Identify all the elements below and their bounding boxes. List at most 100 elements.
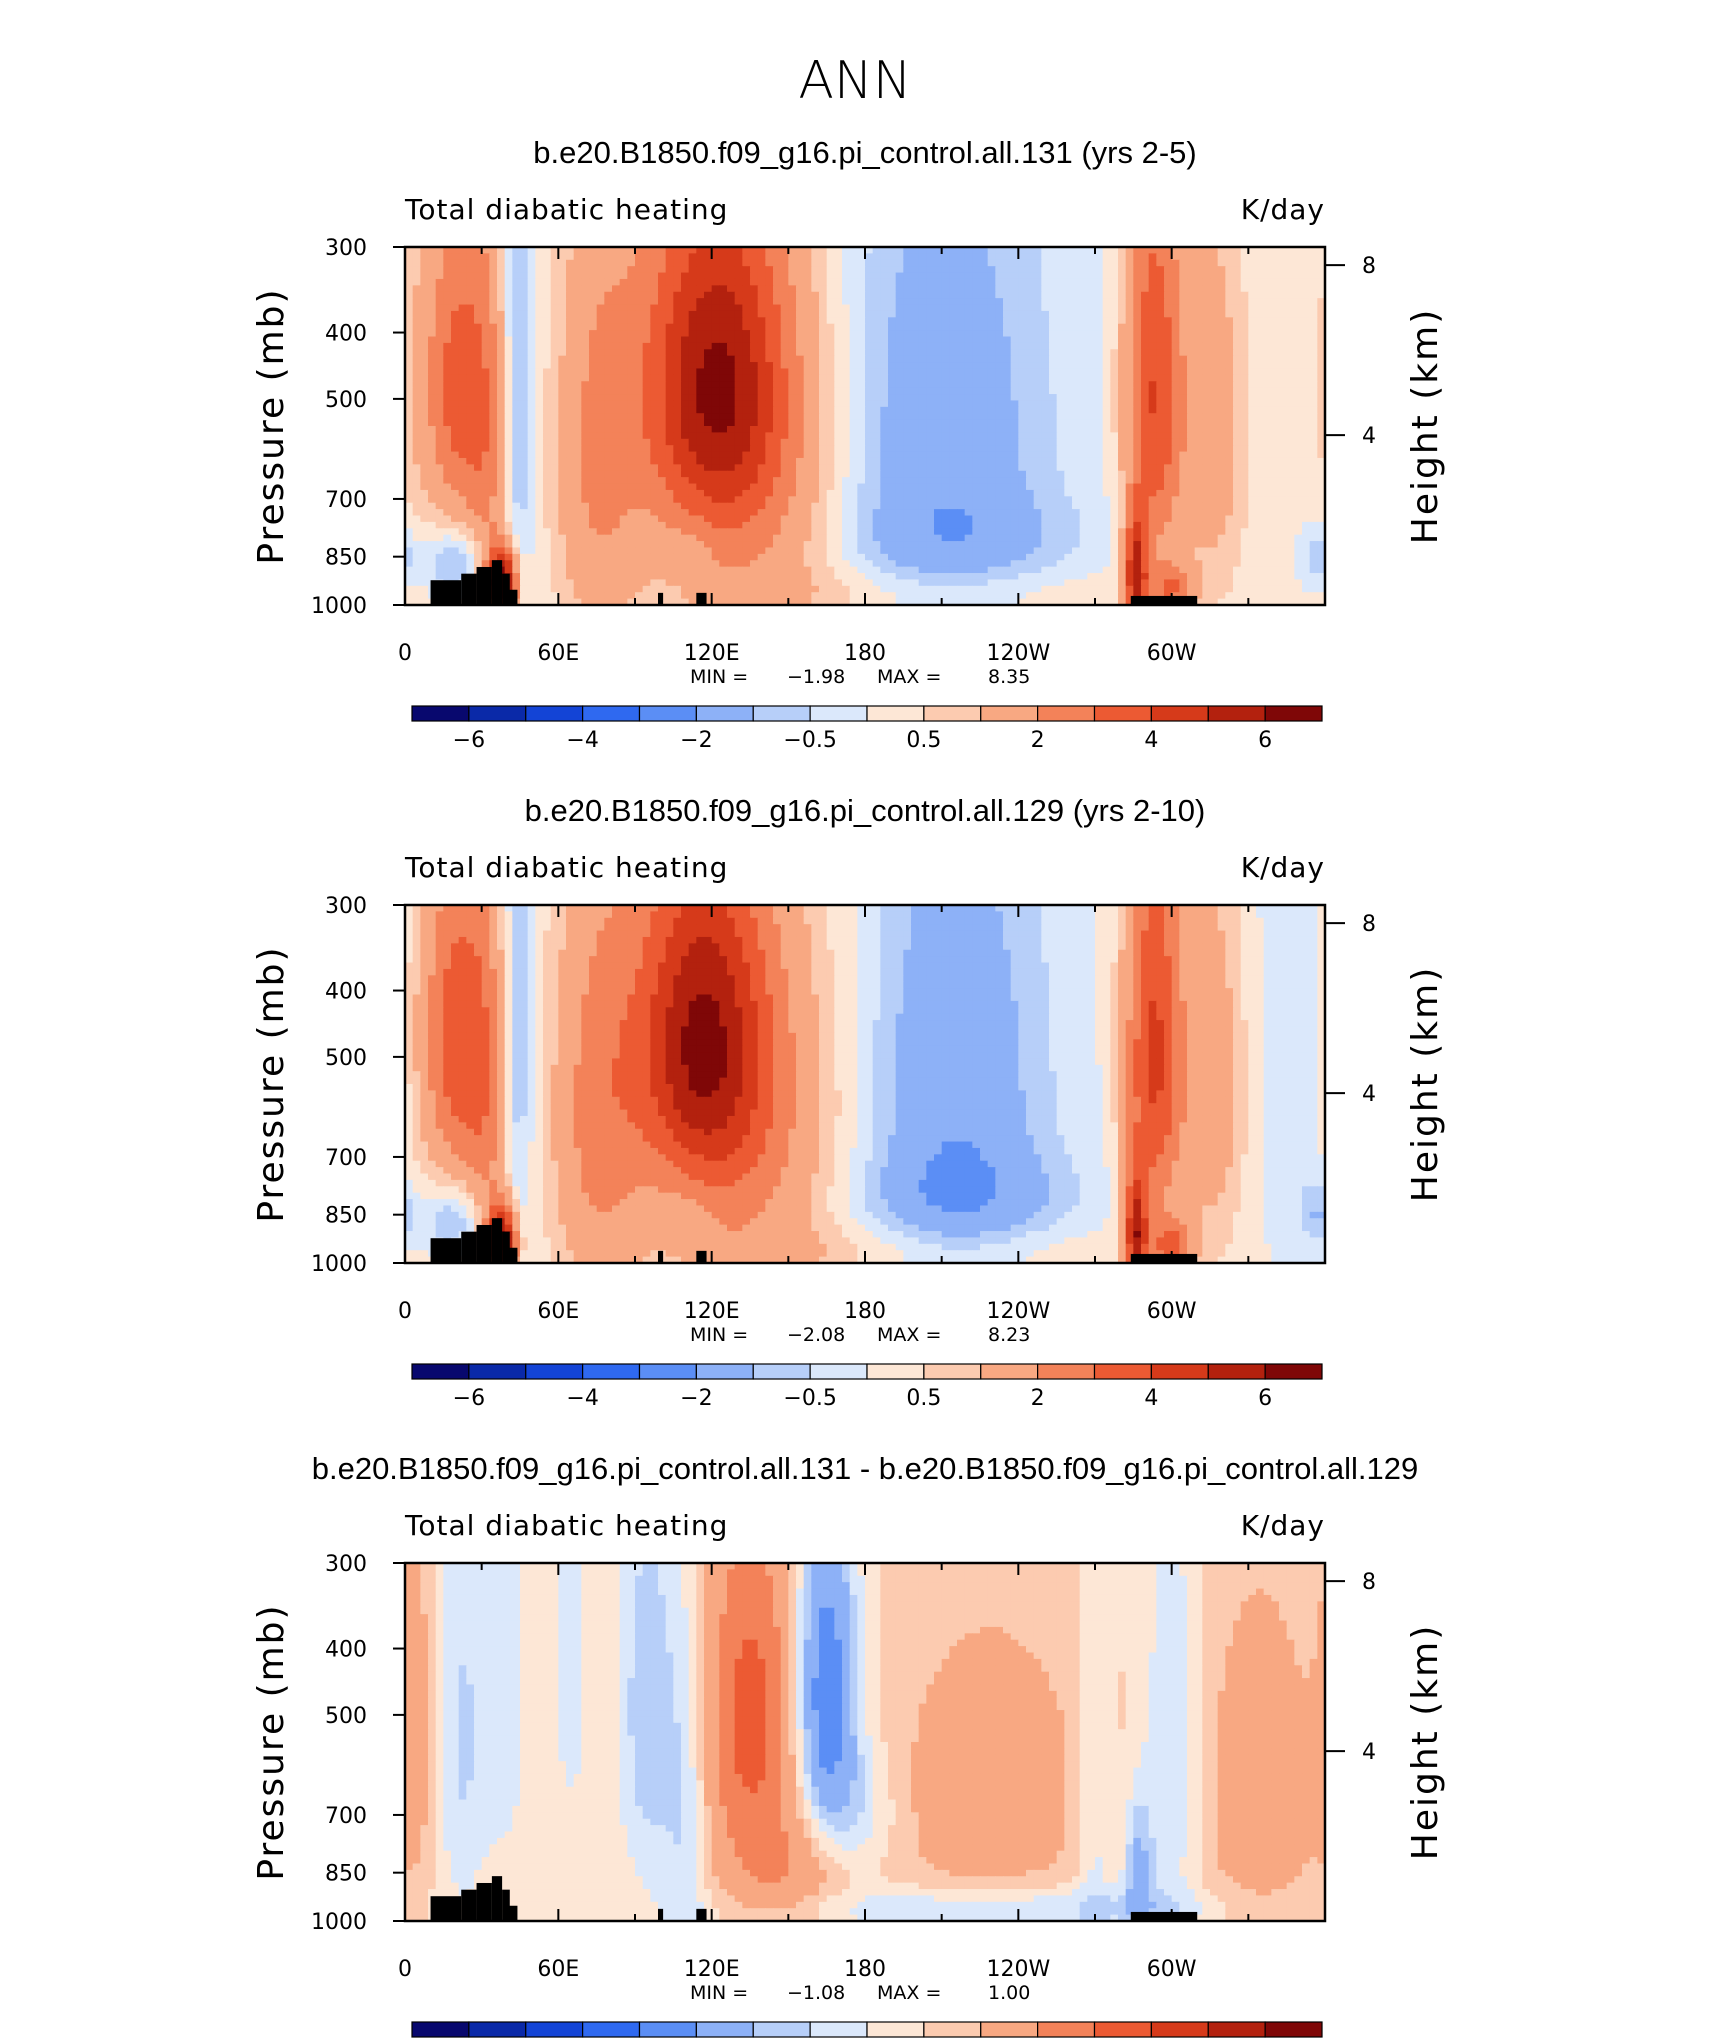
- field-cell: [757, 509, 766, 517]
- field-cell: [681, 489, 690, 497]
- field-cell: [903, 330, 912, 338]
- field-cell: [527, 323, 536, 331]
- field-cell: [1309, 330, 1318, 338]
- field-cell: [1072, 278, 1081, 286]
- field-cell: [481, 317, 490, 325]
- field-cell: [1010, 368, 1019, 376]
- field-cell: [1179, 394, 1188, 402]
- field-cell: [803, 247, 812, 254]
- field-cell: [1279, 496, 1288, 504]
- field-cell: [780, 432, 789, 440]
- field-cell: [604, 259, 613, 267]
- field-cell: [1309, 272, 1318, 280]
- field-cell: [1010, 278, 1019, 286]
- field-cell: [1102, 374, 1111, 382]
- field-cell: [573, 323, 582, 331]
- field-cell: [964, 266, 973, 274]
- field-cell: [857, 464, 866, 472]
- field-cell: [1102, 419, 1111, 427]
- field-cell: [1240, 400, 1249, 408]
- field-cell: [1179, 349, 1188, 357]
- field-cell: [796, 291, 805, 299]
- field-cell: [443, 496, 452, 504]
- field-cell: [765, 330, 774, 338]
- field-cell: [650, 266, 659, 274]
- field-cell: [1302, 317, 1311, 325]
- field-cell: [918, 496, 927, 504]
- field-cell: [1202, 502, 1211, 510]
- field-cell: [1026, 432, 1035, 440]
- field-cell: [504, 342, 513, 350]
- field-cell: [918, 438, 927, 446]
- field-cell: [1141, 413, 1150, 421]
- field-cell: [474, 310, 483, 318]
- field-cell: [558, 502, 567, 510]
- field-cell: [1156, 349, 1165, 357]
- field-cell: [497, 432, 506, 440]
- field-cell: [719, 426, 728, 433]
- field-cell: [1286, 323, 1295, 331]
- field-cell: [1041, 323, 1050, 331]
- field-cell: [727, 253, 736, 261]
- field-cell: [865, 349, 874, 357]
- field-cell: [581, 381, 590, 389]
- field-cell: [1148, 445, 1157, 453]
- field-cell: [1156, 464, 1165, 472]
- field-cell: [819, 298, 828, 306]
- field-cell: [872, 496, 881, 504]
- field-cell: [650, 400, 659, 408]
- field-cell: [504, 489, 513, 497]
- field-cell: [826, 278, 835, 286]
- field-cell: [1087, 387, 1096, 395]
- field-cell: [1087, 362, 1096, 370]
- field-cell: [865, 323, 874, 331]
- field-cell: [788, 432, 797, 440]
- field-cell: [1171, 355, 1180, 363]
- field-cell: [596, 368, 605, 376]
- field-cell: [704, 394, 713, 402]
- field-cell: [458, 304, 467, 312]
- field-cell: [750, 310, 759, 318]
- field-cell: [857, 509, 866, 517]
- field-cell: [642, 381, 651, 389]
- field-cell: [964, 374, 973, 382]
- field-cell: [826, 355, 835, 363]
- field-cell: [842, 330, 851, 338]
- field-cell: [550, 470, 559, 478]
- field-cell: [1010, 336, 1019, 344]
- field-cell: [711, 400, 720, 408]
- field-cell: [604, 426, 613, 433]
- field-cell: [1087, 374, 1096, 382]
- field-cell: [926, 457, 935, 465]
- field-cell: [1164, 330, 1173, 338]
- field-cell: [1125, 323, 1134, 331]
- field-cell: [995, 336, 1004, 344]
- field-cell: [428, 489, 437, 497]
- field-cell: [1095, 304, 1104, 312]
- field-cell: [681, 278, 690, 286]
- field-cell: [903, 247, 912, 254]
- field-cell: [1263, 426, 1272, 433]
- field-cell: [1156, 266, 1165, 274]
- field-cell: [1240, 317, 1249, 325]
- field-cell: [834, 355, 843, 363]
- field-cell: [727, 272, 736, 280]
- field-cell: [604, 432, 613, 440]
- field-cell: [1156, 323, 1165, 331]
- field-cell: [520, 502, 529, 510]
- field-cell: [842, 304, 851, 312]
- field-cell: [1056, 394, 1065, 402]
- field-cell: [1095, 291, 1104, 299]
- field-cell: [658, 368, 667, 376]
- field-cell: [780, 419, 789, 427]
- field-cell: [911, 470, 920, 478]
- field-cell: [512, 381, 521, 389]
- field-cell: [451, 278, 460, 286]
- field-cell: [826, 342, 835, 350]
- field-cell: [926, 247, 935, 254]
- field-cell: [857, 272, 866, 280]
- field-cell: [980, 445, 989, 453]
- field-cell: [1133, 330, 1142, 338]
- panel-0-field: [405, 247, 1325, 605]
- field-cell: [918, 272, 927, 280]
